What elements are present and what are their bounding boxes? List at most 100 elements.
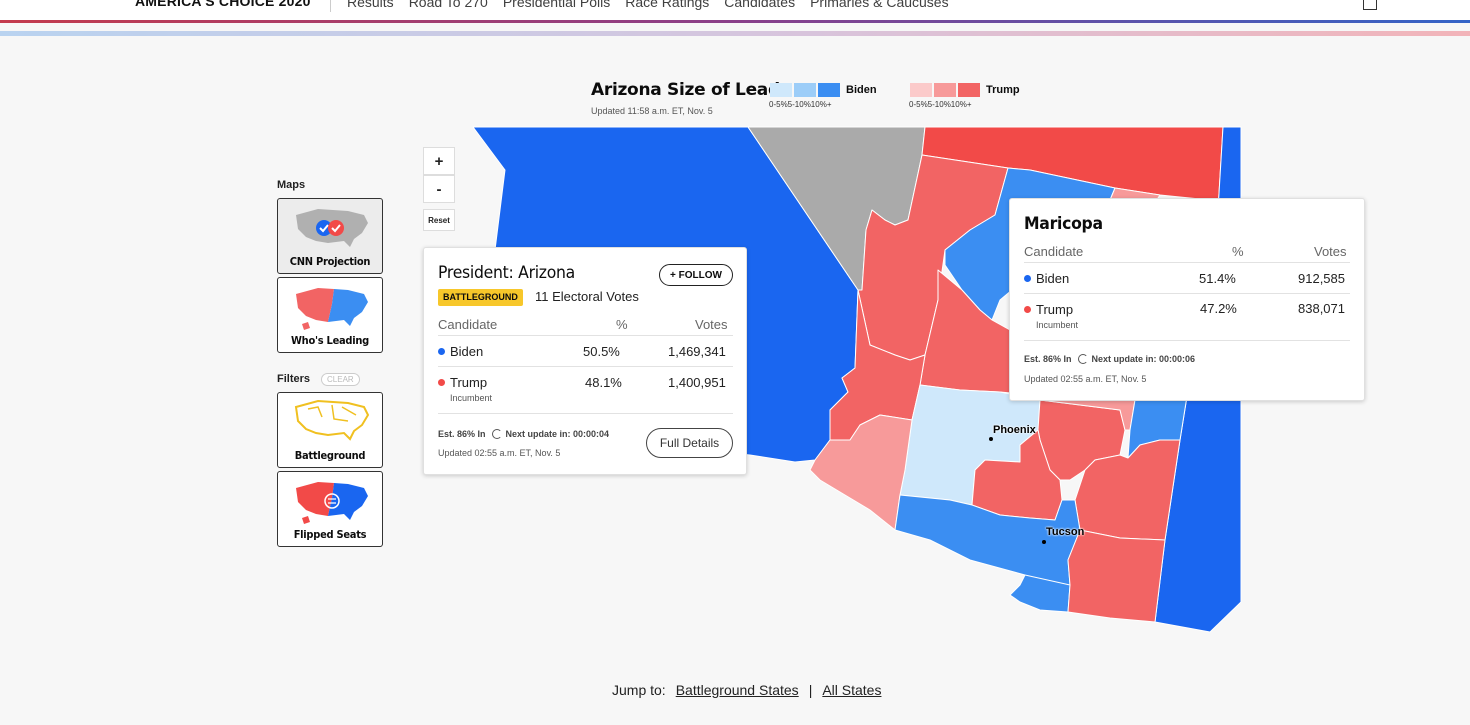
county-yuma[interactable]	[809, 414, 913, 531]
candidate-name: Biden	[1036, 271, 1070, 286]
legend-biden: Biden	[770, 83, 877, 97]
us-map-flipped-icon	[296, 482, 368, 524]
nav-link-candidates[interactable]: Candidates	[724, 0, 796, 10]
county-updated-time: Updated 02:55 a.m. ET, Nov. 5	[1024, 374, 1147, 384]
filter-card-flipped-seats[interactable]: Flipped Seats	[277, 471, 383, 547]
legend-swatch-trump-10plus	[958, 83, 980, 97]
nav-link-results[interactable]: Results	[347, 0, 394, 10]
clear-filters-button[interactable]: CLEAR	[321, 373, 360, 386]
legend-scale-biden: 0-5%5-10%10%+	[769, 100, 832, 109]
follow-button[interactable]: + FOLLOW	[659, 264, 733, 286]
trump-percent: 47.2%	[1200, 301, 1237, 316]
nav-links: Results Road To 270 Presidential Polls R…	[347, 0, 949, 10]
map-card-whos-leading[interactable]: Who's Leading	[277, 277, 383, 353]
header-candidate: Candidate	[438, 317, 498, 332]
map-card-cnn-projection[interactable]: CNN Projection	[277, 198, 383, 274]
jump-divider: |	[808, 682, 813, 698]
county-cochise[interactable]	[1067, 529, 1166, 623]
est-reporting: Est. 86% In	[1024, 354, 1072, 364]
incumbent-label: Incumbent	[1036, 320, 1079, 330]
header-percent: %	[616, 317, 628, 332]
trump-percent: 48.1%	[585, 375, 622, 390]
nav-link-race-ratings[interactable]: Race Ratings	[625, 0, 710, 10]
refresh-icon	[1077, 354, 1088, 364]
candidate-name: Trump	[450, 375, 488, 390]
trump-dot-icon	[1024, 306, 1031, 313]
table-divider	[438, 366, 733, 367]
map-card-label: CNN Projection	[289, 255, 371, 268]
next-update: Next update in: 00:00:06	[1091, 354, 1196, 364]
nav-divider	[330, 0, 331, 12]
header-votes: Votes	[695, 317, 728, 332]
filter-card-battleground[interactable]: Battleground	[277, 392, 383, 468]
zoom-reset-button[interactable]: Reset	[423, 209, 455, 231]
us-map-leading-icon	[296, 288, 368, 330]
city-marker-tucson	[1042, 540, 1046, 544]
county-card-title: Maricopa	[1024, 214, 1103, 234]
legend-swatch-biden-10plus	[818, 83, 840, 97]
map-card-label: Battleground	[294, 449, 366, 462]
header-candidate: Candidate	[1024, 244, 1084, 259]
maps-heading: Maps	[277, 179, 306, 191]
candidate-name: Trump	[1036, 302, 1074, 317]
incumbent-label: Incumbent	[450, 393, 493, 403]
map-legend-title: Arizona Size of Lead	[591, 80, 780, 100]
state-updated-time: Updated 02:55 a.m. ET, Nov. 5	[438, 448, 561, 458]
biden-votes: 1,469,341	[668, 344, 726, 359]
table-divider	[1024, 340, 1350, 341]
share-icon[interactable]	[1363, 0, 1377, 10]
zoom-in-button[interactable]: +	[423, 147, 455, 175]
legend-swatch-trump-0-5	[910, 83, 932, 97]
biden-percent: 50.5%	[583, 344, 620, 359]
map-card-label: Flipped Seats	[293, 528, 367, 541]
brand-text: AMERICA'S CHOICE 2020	[135, 0, 311, 9]
map-card-label: Who's Leading	[291, 334, 369, 347]
county-results-card: Maricopa Candidate % Votes Biden 51.4% 9…	[1009, 198, 1365, 401]
table-divider	[1024, 262, 1350, 263]
filters-heading: Filters	[277, 373, 311, 385]
candidate-biden: Biden	[1024, 271, 1069, 286]
est-reporting: Est. 86% In	[438, 429, 486, 439]
reporting-status: Est. 86% In Next update in: 00:00:06	[1024, 354, 1195, 364]
city-label-phoenix: Phoenix	[993, 424, 1036, 436]
legend-name-trump: Trump	[986, 84, 1020, 96]
nav-link-primaries[interactable]: Primaries & Caucuses	[810, 0, 949, 10]
city-label-tucson: Tucson	[1046, 526, 1085, 538]
zoom-out-button[interactable]: -	[423, 175, 455, 203]
candidate-trump: Trump	[438, 375, 487, 390]
table-divider	[438, 413, 733, 414]
county-graham[interactable]	[1074, 439, 1181, 541]
electoral-votes: 11 Electoral Votes	[535, 289, 639, 304]
battleground-badge: BATTLEGROUND	[438, 289, 523, 306]
trump-dot-icon	[438, 379, 445, 386]
nav-link-presidential-polls[interactable]: Presidential Polls	[502, 0, 611, 10]
trump-votes: 1,400,951	[668, 375, 726, 390]
us-map-icon	[296, 209, 368, 247]
jump-label: Jump to:	[612, 682, 666, 698]
candidate-biden: Biden	[438, 344, 483, 359]
biden-dot-icon	[438, 348, 445, 355]
reporting-status: Est. 86% In Next update in: 00:00:04	[438, 429, 609, 439]
nav-link-road-to-270[interactable]: Road To 270	[408, 0, 488, 10]
all-states-link[interactable]: All States	[822, 682, 882, 698]
full-details-button[interactable]: Full Details	[646, 428, 733, 458]
top-navigation: AMERICA'S CHOICE 2020 Results Road To 27…	[0, 0, 1470, 20]
legend-swatch-biden-0-5	[770, 83, 792, 97]
legend-name-biden: Biden	[846, 84, 877, 96]
state-results-card: President: Arizona + FOLLOW BATTLEGROUND…	[423, 247, 747, 475]
battleground-states-link[interactable]: Battleground States	[675, 682, 799, 698]
state-card-title: President: Arizona	[438, 263, 575, 283]
city-marker-phoenix	[989, 437, 993, 441]
biden-percent: 51.4%	[1199, 271, 1236, 286]
header-gradient-bar	[0, 31, 1470, 36]
legend-scale-trump: 0-5%5-10%10%+	[909, 100, 972, 109]
next-update: Next update in: 00:00:04	[505, 429, 610, 439]
legend-swatch-biden-5-10	[794, 83, 816, 97]
refresh-icon	[491, 429, 502, 439]
legend-trump: Trump	[910, 83, 1020, 97]
legend-updated-time: Updated 11:58 a.m. ET, Nov. 5	[591, 106, 713, 116]
candidate-name: Biden	[450, 344, 484, 359]
legend-swatch-trump-5-10	[934, 83, 956, 97]
brand-logo[interactable]: AMERICA'S CHOICE 2020	[135, 0, 311, 9]
trump-votes: 838,071	[1298, 301, 1345, 316]
